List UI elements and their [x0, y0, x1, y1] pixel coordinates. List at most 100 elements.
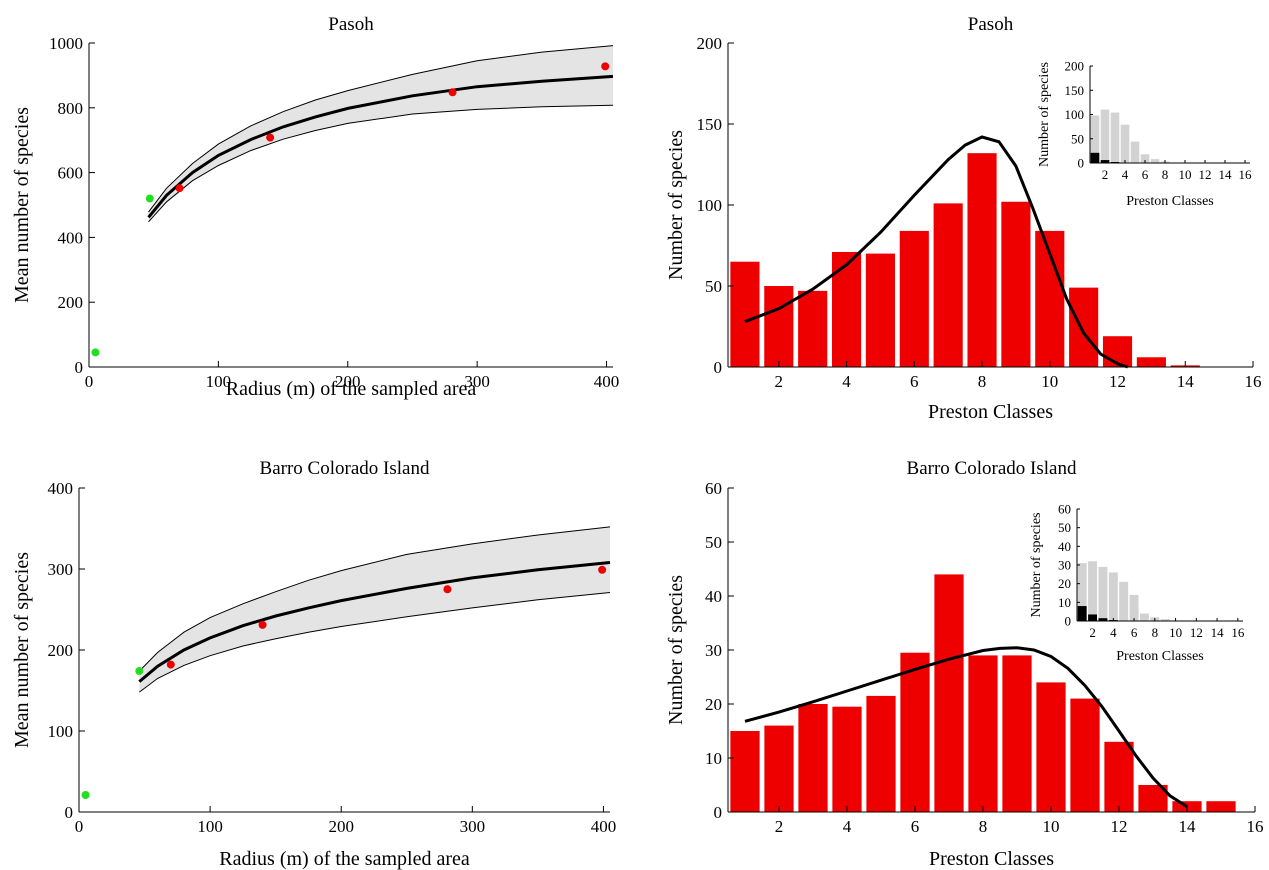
y-tick-label: 100 — [48, 722, 74, 741]
chart-title: Barro Colorado Island — [907, 458, 1077, 479]
inset-gray-bar — [1119, 581, 1129, 621]
validation-point — [81, 790, 90, 799]
inset-black-bar — [1098, 618, 1108, 621]
x-tick-label: 300 — [464, 372, 490, 391]
observed-point — [166, 660, 175, 669]
observed-point — [598, 565, 607, 574]
preston-bar — [1136, 357, 1166, 367]
inset-gray-bar — [1129, 594, 1139, 621]
inset-x-tick-label: 2 — [1102, 167, 1109, 182]
observed-point — [258, 620, 267, 629]
y-tick-label: 1000 — [49, 34, 83, 53]
x-tick-label: 12 — [1109, 372, 1126, 391]
inset-gray-bar — [1098, 566, 1108, 621]
y-tick-label: 10 — [705, 749, 722, 768]
validation-point — [135, 667, 144, 676]
inset-gray-bar — [1139, 613, 1149, 621]
y-tick-label: 200 — [48, 641, 74, 660]
preston-bar — [1069, 287, 1099, 367]
x-axis-label: Preston Classes — [929, 848, 1054, 870]
chart-title: Barro Colorado Island — [260, 458, 430, 479]
preston-bar — [865, 253, 895, 367]
inset-x-tick-label: 14 — [1211, 625, 1225, 640]
preston-bar — [798, 290, 828, 367]
preston-bar — [933, 203, 963, 367]
inset-x-tick-label: 14 — [1219, 167, 1233, 182]
inset-y-tick-label: 10 — [1058, 595, 1071, 610]
inset-gray-bar — [1088, 561, 1098, 621]
inset-y-tick-label: 50 — [1071, 131, 1084, 146]
inset-y-tick-label: 0 — [1078, 156, 1085, 171]
y-axis-label: Number of species — [665, 575, 687, 725]
inset-y-tick-label: 50 — [1058, 520, 1071, 535]
y-tick-label: 150 — [697, 115, 723, 134]
mean-fit-line — [138, 561, 611, 683]
inset-x-tick-label: 8 — [1162, 167, 1169, 182]
preston-bar — [934, 574, 964, 812]
chart-title: Pasoh — [968, 14, 1014, 35]
preston-bar — [1104, 741, 1134, 812]
inset-gray-bar — [1130, 141, 1140, 163]
y-tick-label: 50 — [705, 533, 722, 552]
x-tick-label: 100 — [206, 372, 232, 391]
y-tick-label: 400 — [58, 228, 84, 247]
x-axis-label: Preston Classes — [928, 401, 1053, 423]
inset-gray-bar — [1110, 112, 1120, 163]
inset-y-tick-label: 20 — [1058, 576, 1071, 591]
inset-black-bar — [1088, 614, 1098, 621]
inset-black-bar — [1077, 606, 1087, 621]
preston-bar — [764, 286, 794, 367]
inset-x-tick-label: 10 — [1179, 167, 1192, 182]
x-tick-label: 4 — [842, 372, 851, 391]
y-tick-label: 50 — [705, 277, 722, 296]
inset-y-axis-label: Number of species — [1037, 62, 1052, 167]
inset-y-tick-label: 200 — [1065, 59, 1085, 74]
preston-bar — [798, 704, 828, 812]
y-tick-label: 0 — [714, 358, 723, 377]
preston-bar — [1001, 201, 1031, 367]
y-tick-label: 20 — [705, 695, 722, 714]
preston-fit-curve — [744, 135, 1129, 369]
inset-y-tick-label: 60 — [1058, 502, 1071, 517]
inset-x-tick-label: 6 — [1142, 167, 1149, 182]
y-tick-label: 60 — [705, 479, 722, 498]
preston-bar — [1070, 698, 1100, 812]
upper-bound-line — [138, 526, 611, 672]
x-tick-label: 200 — [328, 817, 354, 836]
x-tick-label: 16 — [1247, 817, 1264, 836]
inset-gray-bar — [1140, 154, 1150, 163]
y-tick-label: 0 — [75, 358, 84, 377]
inset-y-tick-label: 150 — [1065, 83, 1085, 98]
inset-gray-bar — [1100, 109, 1110, 163]
inset-y-tick-label: 40 — [1058, 539, 1071, 554]
x-tick-label: 2 — [775, 372, 784, 391]
x-tick-label: 10 — [1043, 817, 1060, 836]
inset-y-tick-label: 100 — [1065, 107, 1085, 122]
inset-y-axis-label: Number of species — [1029, 513, 1044, 618]
y-tick-label: 0 — [65, 803, 74, 822]
observed-point — [175, 184, 184, 193]
x-tick-label: 8 — [979, 817, 988, 836]
preston-bar — [764, 725, 794, 812]
x-tick-label: 6 — [910, 372, 919, 391]
y-tick-label: 600 — [58, 164, 84, 183]
observed-point — [266, 133, 275, 142]
x-tick-label: 6 — [911, 817, 920, 836]
inset-black-bar — [1090, 152, 1100, 163]
inset-x-tick-label: 16 — [1231, 625, 1245, 640]
inset-x-tick-label: 8 — [1152, 625, 1159, 640]
confidence-band — [139, 526, 611, 693]
inset-x-tick-label: 16 — [1239, 167, 1253, 182]
y-tick-label: 200 — [58, 293, 84, 312]
preston-bar — [1036, 682, 1066, 812]
observed-point — [601, 62, 610, 71]
x-tick-label: 2 — [775, 817, 784, 836]
preston-fit-curve — [744, 646, 1188, 808]
inset-chart: 2 4 6 8 10 12 14 16 0 10 20 30 40 50 60 Preston Classes… — [1029, 502, 1245, 664]
inset-gray-bar — [1120, 124, 1130, 163]
preston-bar — [967, 153, 997, 367]
panel-bci_sar: Barro Colorado Island 0 100 200 300 400 0 100 20… — [11, 458, 616, 870]
